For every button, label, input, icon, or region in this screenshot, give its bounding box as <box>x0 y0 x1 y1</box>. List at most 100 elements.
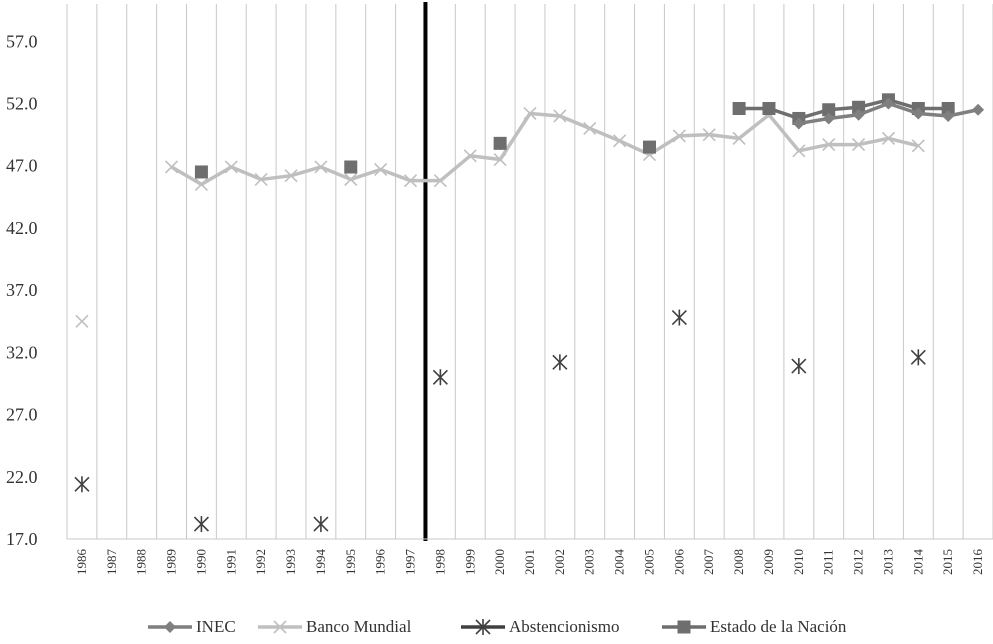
y-tick-label: 47.0 <box>6 156 38 176</box>
data-point-inec <box>942 109 955 122</box>
x-tick-label: 2005 <box>641 549 656 575</box>
x-stroke <box>194 177 208 191</box>
legend-marker <box>677 620 691 634</box>
x-stroke <box>433 174 447 188</box>
data-point-banco-mundial <box>553 109 567 123</box>
x-stroke <box>284 169 298 183</box>
data-point-abstencionismo <box>910 349 926 366</box>
y-tick-label: 17.0 <box>6 529 38 549</box>
legend-marker <box>475 619 491 635</box>
x-tick-label: 2011 <box>821 549 836 575</box>
legend: INEC Banco Mundial Abstencionismo Estado de… <box>148 617 847 636</box>
x-tick-label: 1991 <box>223 549 238 575</box>
data-point-estado-de-la-naci-n <box>493 136 507 150</box>
x-tick-label: 2000 <box>492 549 507 575</box>
x-tick-label: 1987 <box>104 549 119 576</box>
data-point-banco-mundial <box>194 177 208 191</box>
x-stroke <box>493 152 507 167</box>
x-stroke <box>403 174 418 188</box>
x-stroke <box>374 162 388 177</box>
legend-item-estado-de-la-naci-n: Estado de la Nación <box>662 617 847 636</box>
data-point-estado-de-la-naci-n <box>344 160 358 174</box>
y-tick-label: 22.0 <box>6 467 38 487</box>
y-axis: 17.0 22.0 27.0 32.0 37.0 42.0 47.0 52.0 57.0 <box>6 31 38 549</box>
x-stroke <box>911 139 925 153</box>
x-stroke <box>273 620 287 634</box>
x-tick-label: 2008 <box>731 549 746 575</box>
x-tick-label: 2007 <box>701 549 716 576</box>
x-stroke <box>344 172 358 186</box>
data-point-inec <box>852 108 865 121</box>
x-tick-label: 1994 <box>313 549 328 576</box>
data-point-abstencionismo <box>552 354 568 371</box>
x-tick-label: 1997 <box>403 549 418 576</box>
data-point-estado-de-la-naci-n <box>194 165 208 179</box>
data-point-banco-mundial <box>881 131 896 145</box>
legend-label: Abstencionismo <box>509 617 620 636</box>
x-stroke <box>523 106 537 121</box>
x-stroke <box>463 149 477 163</box>
x-tick-label: 1990 <box>193 549 208 575</box>
x-stroke <box>553 109 567 123</box>
data-point-banco-mundial <box>254 172 268 186</box>
y-tick-label: 27.0 <box>6 405 38 425</box>
legend-label: INEC <box>196 617 236 636</box>
data-point-banco-mundial <box>493 152 507 167</box>
legend-label: Banco Mundial <box>306 617 412 636</box>
data-point-banco-mundial <box>403 174 418 188</box>
data-point-banco-mundial <box>792 144 806 158</box>
data-point-banco-mundial <box>911 139 925 153</box>
x-stroke <box>164 160 179 174</box>
x-stroke <box>75 314 89 328</box>
series-banco-mundial <box>75 106 925 328</box>
data-point-banco-mundial <box>613 134 627 148</box>
data-point-estado-de-la-naci-n <box>852 100 866 114</box>
data-point-abstencionismo <box>193 516 209 533</box>
x-tick-label: 2004 <box>612 549 627 576</box>
data-point-inec <box>822 112 835 125</box>
data-point-banco-mundial <box>284 169 298 183</box>
data-point-inec <box>912 107 925 120</box>
y-tick-label: 32.0 <box>6 342 38 362</box>
x-tick-label: 2016 <box>970 549 985 576</box>
data-point-abstencionismo <box>791 358 807 375</box>
x-tick-label: 1986 <box>74 549 89 576</box>
data-point-banco-mundial <box>852 138 866 152</box>
data-point-estado-de-la-naci-n <box>642 140 656 154</box>
x-tick-label: 1988 <box>134 549 149 575</box>
data-point-abstencionismo <box>432 369 448 386</box>
vertical-gridlines <box>66 4 993 539</box>
x-tick-label: 1992 <box>253 549 268 575</box>
x-stroke <box>702 128 716 142</box>
x-tick-label: 1993 <box>283 549 298 575</box>
legend-marker <box>273 620 287 634</box>
x-tick-label: 2009 <box>761 549 776 575</box>
x-stroke <box>583 121 597 135</box>
x-axis: 1986 1987 1988 1989 1990 1991 1992 1993 1994 1995… <box>67 538 993 576</box>
x-tick-label: 2015 <box>940 549 955 575</box>
x-stroke <box>881 131 896 145</box>
x-tick-label: 1999 <box>462 549 477 575</box>
data-point-banco-mundial <box>822 138 836 152</box>
x-tick-label: 1996 <box>373 549 388 576</box>
legend-item-banco-mundial: Banco Mundial <box>258 617 412 636</box>
data-point-estado-de-la-naci-n <box>762 102 776 116</box>
data-point-estado-de-la-naci-n <box>822 103 836 117</box>
data-point-banco-mundial <box>75 314 89 328</box>
y-tick-label: 52.0 <box>6 94 38 114</box>
data-point-banco-mundial <box>164 160 179 174</box>
x-stroke <box>314 160 328 174</box>
series-inec <box>792 97 985 130</box>
x-tick-label: 2002 <box>552 549 567 575</box>
x-stroke <box>732 131 746 145</box>
x-stroke <box>224 160 238 174</box>
series-group <box>74 93 985 533</box>
legend-item-abstencionismo: Abstencionismo <box>461 617 620 636</box>
legend-label: Estado de la Nación <box>710 617 847 636</box>
x-tick-label: 2012 <box>851 549 866 575</box>
data-point-banco-mundial <box>732 131 746 145</box>
data-point-banco-mundial <box>344 172 358 186</box>
data-point-banco-mundial <box>702 128 716 142</box>
x-stroke <box>852 138 866 152</box>
